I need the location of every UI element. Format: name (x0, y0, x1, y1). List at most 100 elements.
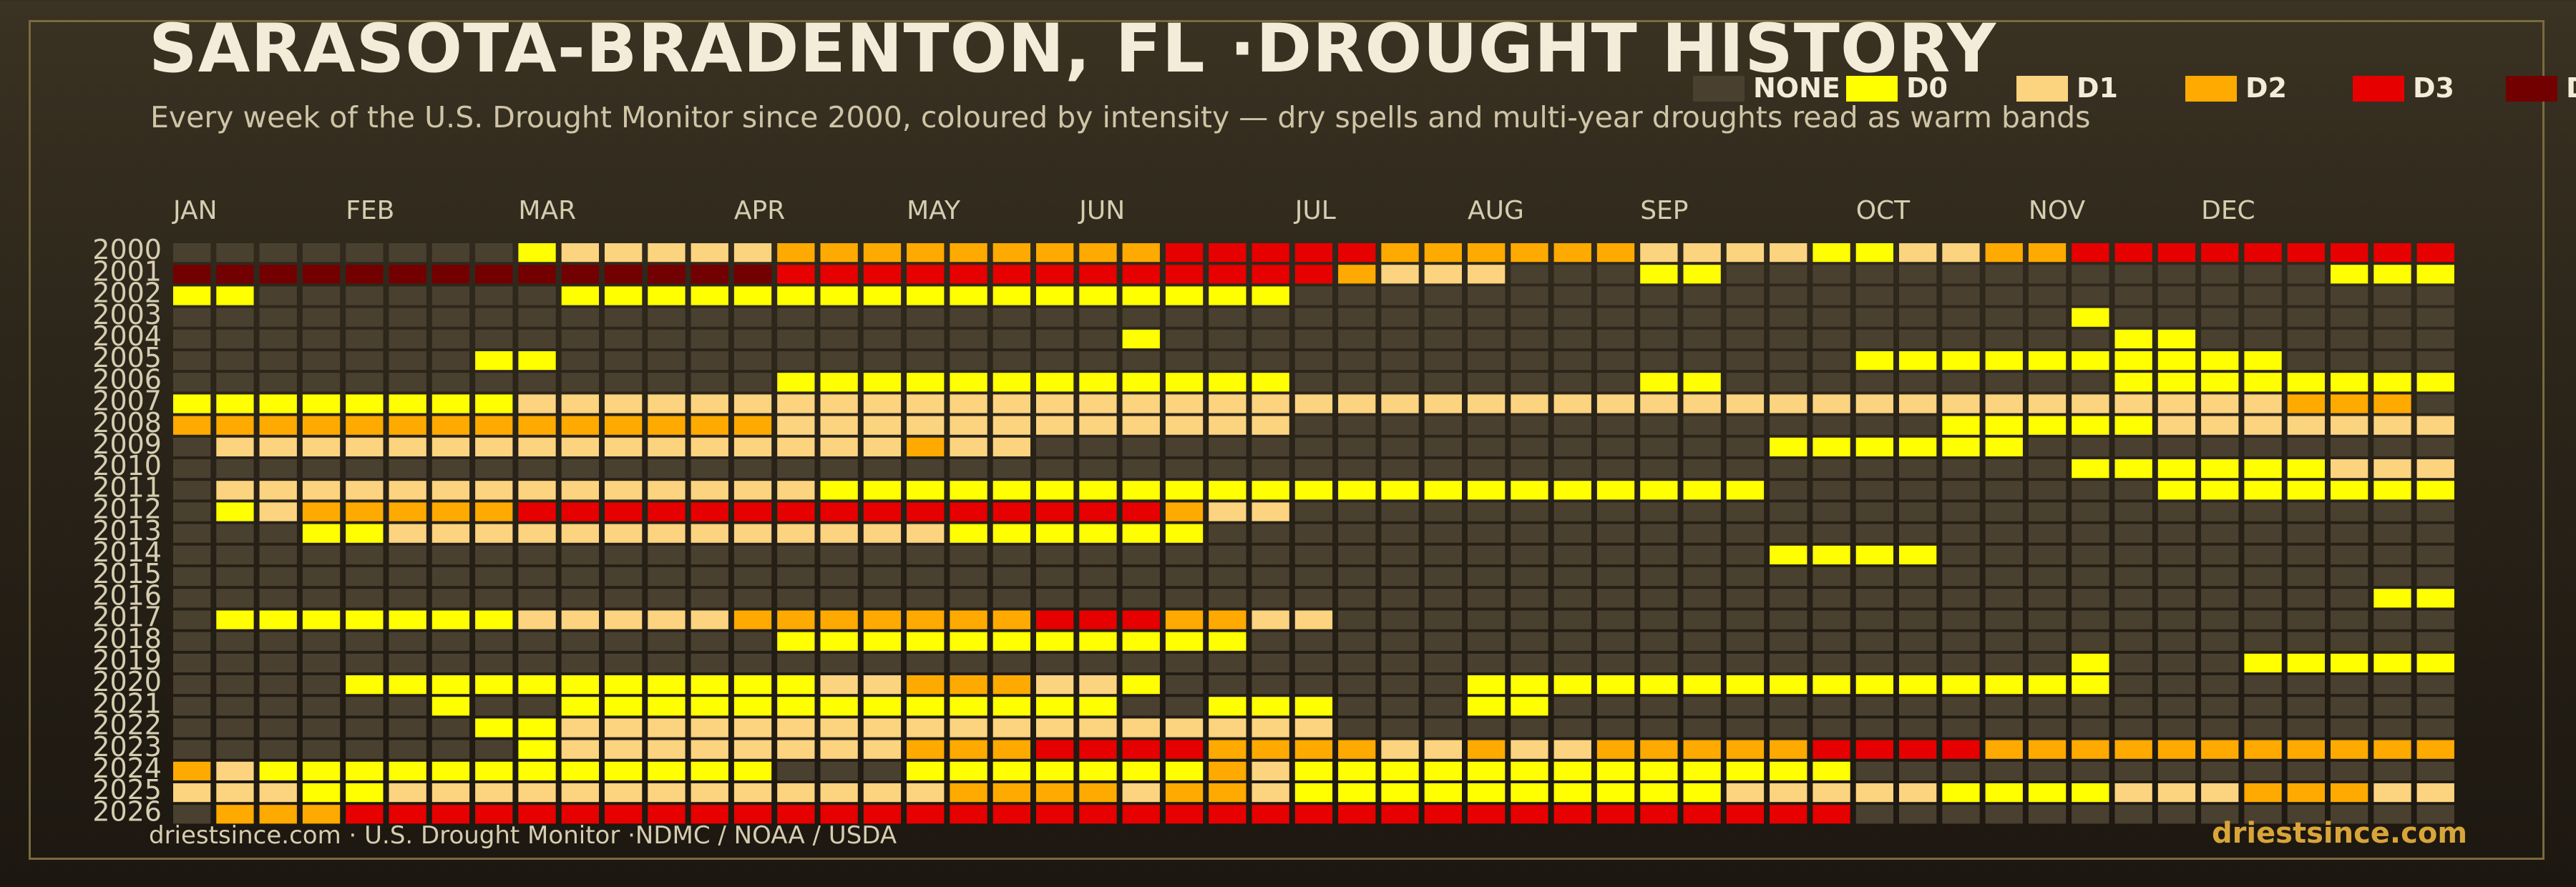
year-label-2000: 2000 (92, 234, 162, 265)
week-cell-2001-w8-d4 (475, 265, 513, 284)
week-cell-2017-w32-none (1511, 610, 1548, 629)
week-cell-2023-w51-d2 (2331, 740, 2368, 759)
chart-subtitle: Every week of the U.S. Drought Monitor s… (150, 100, 2091, 134)
week-cell-2014-w27-none (1294, 545, 1333, 564)
week-cell-2009-w47-none (2157, 437, 2196, 456)
week-cell-2004-w4-none (302, 329, 341, 348)
week-cell-2015-w10-none (561, 567, 599, 587)
week-cell-2010-w39-none (1813, 459, 1850, 479)
week-cell-2022-w22-d1 (1079, 718, 1117, 737)
week-cell-2014-w49-none (2244, 545, 2282, 564)
week-cell-2009-w1-none (173, 437, 211, 456)
week-cell-2008-w9-d2 (518, 416, 556, 435)
month-label-may: MAY (907, 196, 961, 225)
week-cell-2015-w5-none (346, 567, 384, 587)
week-cell-2006-w14-none (733, 373, 772, 392)
week-cell-2010-w38-none (1770, 459, 1807, 479)
week-cell-2009-w50-none (2287, 437, 2325, 456)
week-cell-2001-w18-d3 (907, 265, 945, 284)
week-cell-2008-w4-d2 (302, 416, 341, 435)
week-cell-2010-w7-none (431, 459, 470, 479)
week-cell-2007-w38-d1 (1770, 394, 1807, 413)
week-cell-2020-w3-none (259, 675, 297, 695)
week-cell-2022-w34-none (1596, 718, 1635, 737)
week-cell-2019-w12-none (648, 653, 686, 672)
week-cell-2018-w22-d0 (1079, 632, 1117, 651)
week-cell-2010-w44-none (2028, 459, 2067, 479)
week-cell-2023-w5-none (346, 740, 384, 759)
week-cell-2024-w37-d0 (1726, 761, 1765, 780)
week-cell-2006-w44-none (2028, 373, 2067, 392)
week-cell-2007-w6-d0 (389, 394, 426, 413)
week-cell-2003-w7-none (431, 308, 470, 327)
week-cell-2015-w23-none (1122, 567, 1160, 587)
week-cell-2025-w24-d2 (1165, 783, 1204, 803)
week-cell-2017-w53-none (2416, 610, 2454, 629)
week-cell-2019-w22-none (1079, 653, 1117, 672)
week-cell-2016-w46-none (2114, 589, 2152, 608)
week-cell-2008-w25-d1 (1209, 416, 1246, 435)
week-cell-2021-w50-none (2287, 697, 2325, 716)
week-cell-2005-w44-d0 (2028, 351, 2067, 371)
week-cell-2013-w7-d1 (431, 524, 470, 543)
week-cell-2005-w10-none (561, 351, 599, 371)
week-cell-2021-w45-none (2072, 697, 2109, 716)
week-cell-2002-w47-none (2157, 286, 2196, 305)
week-cell-2009-w25-none (1209, 437, 1246, 456)
week-cell-2001-w10-d4 (561, 265, 599, 284)
week-cell-2009-w36-none (1683, 437, 1721, 456)
week-cell-2010-w45-d0 (2072, 459, 2109, 479)
week-cell-2008-w30-none (1424, 416, 1462, 435)
week-cell-2019-w45-d0 (2072, 653, 2109, 672)
week-cell-2024-w18-d0 (907, 761, 945, 780)
week-cell-2020-w33-d0 (1553, 675, 1591, 695)
week-cell-2014-w41-d0 (1899, 545, 1937, 564)
week-cell-2019-w6-none (389, 653, 426, 672)
week-cell-2004-w33-none (1553, 329, 1591, 348)
week-cell-2008-w53-d1 (2416, 416, 2454, 435)
brand-link[interactable]: driestsince.com (2211, 817, 2467, 850)
week-cell-2016-w23-none (1122, 589, 1160, 608)
week-cell-2026-w7-d3 (431, 805, 470, 824)
week-cell-2025-w20-d2 (992, 783, 1030, 803)
month-label-sep: SEP (1640, 196, 1688, 225)
week-cell-2003-w30-none (1424, 308, 1462, 327)
week-cell-2023-w47-d2 (2157, 740, 2196, 759)
week-cell-2019-w8-none (475, 653, 513, 672)
week-cell-2003-w14-none (733, 308, 772, 327)
week-cell-2007-w46-d1 (2114, 394, 2152, 413)
week-cell-2010-w21-none (1036, 459, 1074, 479)
week-cell-2000-w25-d3 (1209, 243, 1246, 263)
week-cell-2016-w17-none (863, 589, 902, 608)
week-cell-2022-w33-none (1553, 718, 1591, 737)
week-cell-2009-w6-d1 (389, 437, 426, 456)
week-cell-2024-w31-d0 (1468, 761, 1506, 780)
week-cell-2014-w16-none (820, 545, 858, 564)
week-cell-2000-w36-d1 (1683, 243, 1721, 263)
week-cell-2026-w29-d3 (1381, 805, 1419, 824)
week-cell-2022-w36-none (1683, 718, 1721, 737)
week-cell-2021-w33-none (1553, 697, 1591, 716)
week-cell-2020-w25-none (1209, 675, 1246, 695)
week-cell-2006-w38-none (1770, 373, 1807, 392)
week-cell-2017-w45-none (2072, 610, 2109, 629)
week-cell-2001-w51-d0 (2331, 265, 2368, 284)
week-cell-2023-w28-d2 (1338, 740, 1376, 759)
week-cell-2010-w35-none (1640, 459, 1678, 479)
year-label-2007: 2007 (92, 386, 162, 417)
year-label-2016: 2016 (92, 579, 162, 611)
week-cell-2019-w19-none (950, 653, 987, 672)
week-cell-2011-w17-d0 (863, 481, 902, 500)
week-cell-2009-w37-none (1726, 437, 1765, 456)
week-cell-2001-w1-d4 (173, 265, 211, 284)
week-cell-2016-w6-none (389, 589, 426, 608)
week-cell-2023-w12-d1 (648, 740, 686, 759)
week-cell-2011-w47-d0 (2157, 481, 2196, 500)
week-cell-2022-w21-d1 (1036, 718, 1074, 737)
week-cell-2016-w1-none (173, 589, 211, 608)
week-cell-2005-w1-none (173, 351, 211, 371)
week-cell-2016-w10-none (561, 589, 599, 608)
week-cell-2015-w11-none (605, 567, 643, 587)
week-cell-2014-w28-none (1338, 545, 1376, 564)
week-cell-2006-w35-d0 (1640, 373, 1678, 392)
